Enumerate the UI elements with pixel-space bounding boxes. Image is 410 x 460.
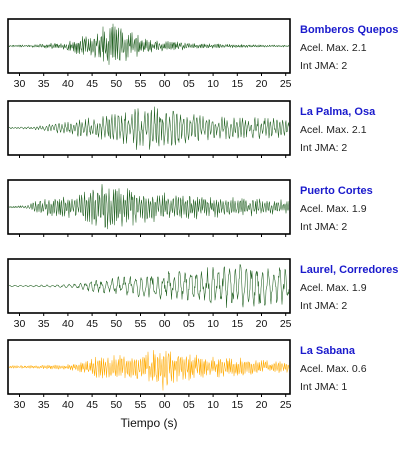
panel-4: 30 35 40 45 50 55 00 05 10 15 20 25 Laurel, Corredor… [7, 258, 398, 330]
x-tick-label: 05 [183, 78, 195, 90]
panel-frame [7, 100, 291, 156]
x-tick-label: 35 [38, 399, 50, 411]
station-name: Puerto Cortes [300, 185, 373, 197]
x-tick-label: 50 [110, 399, 122, 411]
x-tick-label: 45 [86, 399, 98, 411]
accel-max-label: Acel. Max. 2.1 [300, 124, 367, 136]
station-name: Bomberos Quepos [300, 24, 398, 36]
x-tick-label: 10 [207, 78, 219, 90]
x-tick-label: 55 [135, 78, 147, 90]
x-tick-label: 30 [14, 399, 26, 411]
int-jma-label: Int JMA: 1 [300, 381, 347, 393]
x-tick-label: 15 [231, 78, 243, 90]
panel-1: 30 35 40 45 50 55 00 05 10 15 20 25 Bomberos Quepos A… [7, 18, 398, 90]
x-tick-label: 00 [159, 318, 171, 330]
x-tick-label: 40 [62, 78, 74, 90]
waveform-trace [8, 184, 290, 230]
x-tick-label: 55 [135, 318, 147, 330]
accel-max-label: Acel. Max. 1.9 [300, 282, 367, 294]
station-name: La Sabana [300, 345, 356, 357]
waveform-trace [8, 23, 290, 65]
x-tick-label: 55 [135, 399, 147, 411]
x-tick-label: 10 [207, 318, 219, 330]
panel-2: La Palma, Osa Acel. Max. 2.1 Int JMA: 2 [7, 100, 376, 158]
x-tick-label: 30 [14, 78, 26, 90]
x-tick-label: 05 [183, 399, 195, 411]
int-jma-label: Int JMA: 2 [300, 221, 347, 233]
x-tick-label: 25 [280, 399, 292, 411]
waveform-trace [8, 106, 290, 150]
waveform-trace [8, 264, 290, 308]
x-tick-label: 35 [38, 318, 50, 330]
station-name: Laurel, Corredores [300, 264, 398, 276]
int-jma-label: Int JMA: 2 [300, 142, 347, 154]
x-tick-label: 10 [207, 399, 219, 411]
waveform-trace [8, 350, 290, 391]
panel-frame [7, 179, 291, 235]
x-tick-label: 40 [62, 399, 74, 411]
x-tick-label: 35 [38, 78, 50, 90]
x-tick-label: 45 [86, 318, 98, 330]
x-tick-label: 50 [110, 318, 122, 330]
accel-max-label: Acel. Max. 0.6 [300, 363, 367, 375]
panel-frame [7, 18, 291, 74]
x-tick-label: 50 [110, 78, 122, 90]
panel-frame [7, 258, 291, 314]
x-tick-label: 20 [256, 78, 268, 90]
x-tick-label: 20 [256, 318, 268, 330]
x-tick-label: 45 [86, 78, 98, 90]
int-jma-label: Int JMA: 2 [300, 300, 347, 312]
panel-5: 30 35 40 45 50 55 00 05 10 15 20 25 La Sabana Acel. M… [7, 339, 367, 411]
x-tick-label: 40 [62, 318, 74, 330]
x-tick-label: 05 [183, 318, 195, 330]
x-tick-label: 25 [280, 78, 292, 90]
panel-frame [7, 339, 291, 395]
accel-max-label: Acel. Max. 1.9 [300, 203, 367, 215]
x-axis-title: Tiempo (s) [121, 416, 178, 430]
station-name: La Palma, Osa [300, 106, 376, 118]
x-tick-label: 00 [159, 399, 171, 411]
x-tick-label: 15 [231, 399, 243, 411]
x-tick-label: 15 [231, 318, 243, 330]
panel-3: Puerto Cortes Acel. Max. 1.9 Int JMA: 2 [7, 179, 373, 237]
x-tick-label: 20 [256, 399, 268, 411]
x-tick-label: 00 [159, 78, 171, 90]
int-jma-label: Int JMA: 2 [300, 60, 347, 72]
accel-max-label: Acel. Max. 2.1 [300, 42, 367, 54]
x-tick-label: 30 [14, 318, 26, 330]
x-tick-label: 25 [280, 318, 292, 330]
